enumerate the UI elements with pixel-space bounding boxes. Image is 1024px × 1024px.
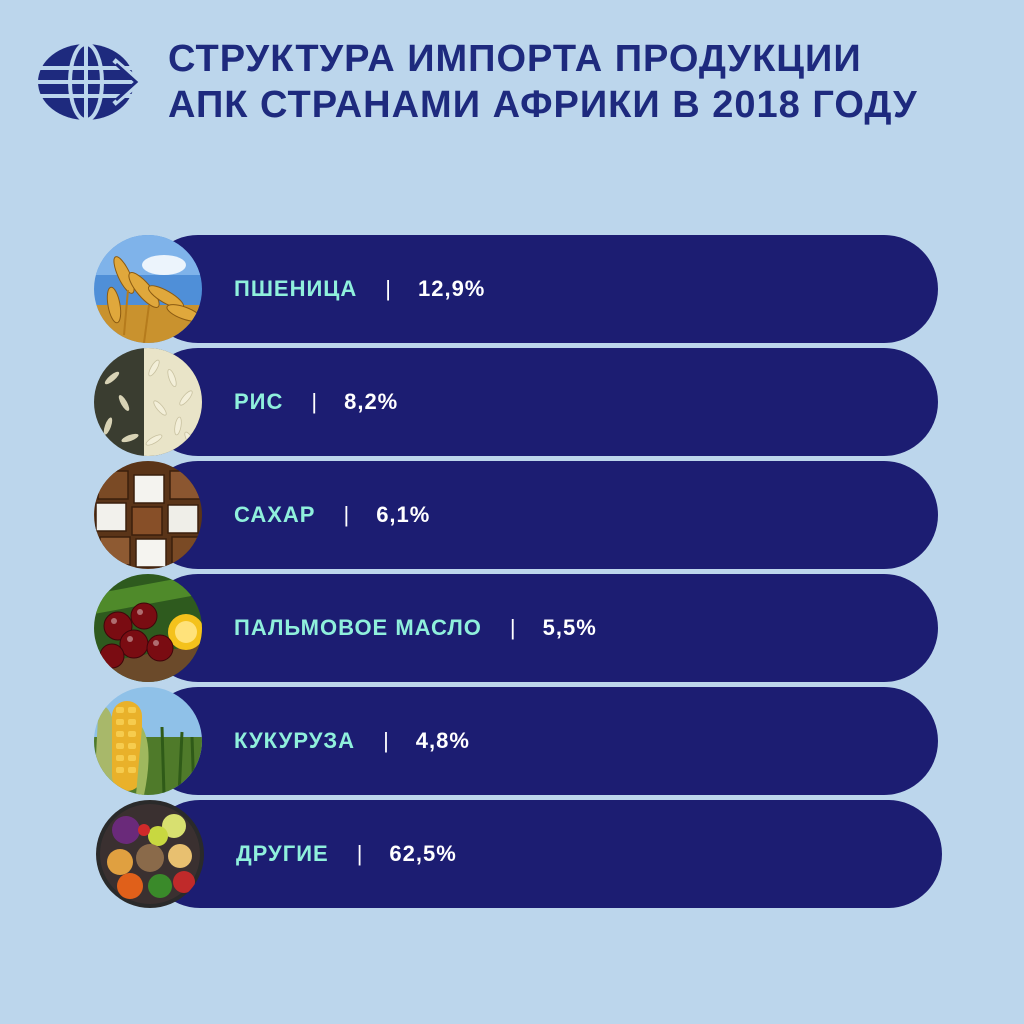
item-value: 6,1% bbox=[376, 502, 431, 527]
page-title: СТРУКТУРА ИМПОРТА ПРОДУКЦИИ АПК СТРАНАМИ… bbox=[168, 36, 918, 128]
item-name: РИС bbox=[234, 389, 284, 414]
separator: | bbox=[356, 841, 364, 866]
item-value: 12,9% bbox=[417, 276, 486, 301]
list-item: КУКУРУЗА | 4,8% bbox=[94, 687, 938, 795]
item-name: САХАР bbox=[234, 502, 316, 527]
item-bar bbox=[146, 800, 942, 908]
item-value: 5,5% bbox=[542, 615, 597, 640]
sugar-cubes-photo bbox=[94, 461, 202, 569]
item-bar bbox=[144, 461, 938, 569]
item-value: 62,5% bbox=[389, 841, 457, 866]
item-name: ПАЛЬМОВОЕ МАСЛО bbox=[234, 615, 482, 640]
item-label: САХАР | 6,1% bbox=[234, 461, 430, 569]
item-label: КУКУРУЗА | 4,8% bbox=[234, 687, 470, 795]
item-name: ДРУГИЕ bbox=[236, 841, 329, 866]
palm-fruit-photo bbox=[94, 574, 202, 682]
separator: | bbox=[509, 615, 517, 640]
item-value: 8,2% bbox=[344, 389, 399, 414]
list-item: ДРУГИЕ | 62,5% bbox=[96, 800, 942, 908]
title-line-1: СТРУКТУРА ИМПОРТА ПРОДУКЦИИ bbox=[168, 38, 862, 80]
item-name: КУКУРУЗА bbox=[234, 728, 356, 753]
list-item: ПАЛЬМОВОЕ МАСЛО | 5,5% bbox=[94, 574, 938, 682]
item-label: РИС | 8,2% bbox=[234, 348, 398, 456]
corn-photo bbox=[94, 687, 202, 795]
item-label: ПШЕНИЦА | 12,9% bbox=[234, 235, 485, 343]
separator: | bbox=[385, 276, 392, 301]
item-bar bbox=[144, 687, 938, 795]
list-item: САХАР | 6,1% bbox=[94, 461, 938, 569]
item-bar bbox=[144, 574, 938, 682]
rice-photo bbox=[94, 348, 202, 456]
separator: | bbox=[383, 728, 390, 753]
globe-arrow-icon bbox=[38, 42, 142, 122]
item-label: ДРУГИЕ | 62,5% bbox=[236, 800, 457, 908]
item-bar bbox=[144, 235, 938, 343]
item-bar bbox=[144, 348, 938, 456]
vegetables-bowl-photo bbox=[96, 800, 204, 908]
title-line-2: АПК СТРАНАМИ АФРИКИ В 2018 ГОДУ bbox=[168, 84, 918, 126]
wheat-photo bbox=[94, 235, 202, 343]
separator: | bbox=[343, 502, 351, 527]
list-item: РИС | 8,2% bbox=[94, 348, 938, 456]
item-value: 4,8% bbox=[415, 728, 470, 753]
header: СТРУКТУРА ИМПОРТА ПРОДУКЦИИ АПК СТРАНАМИ… bbox=[36, 36, 996, 136]
separator: | bbox=[311, 389, 319, 414]
item-label: ПАЛЬМОВОЕ МАСЛО | 5,5% bbox=[234, 574, 597, 682]
item-name: ПШЕНИЦА bbox=[234, 276, 358, 301]
list-item: ПШЕНИЦА | 12,9% bbox=[94, 235, 938, 343]
